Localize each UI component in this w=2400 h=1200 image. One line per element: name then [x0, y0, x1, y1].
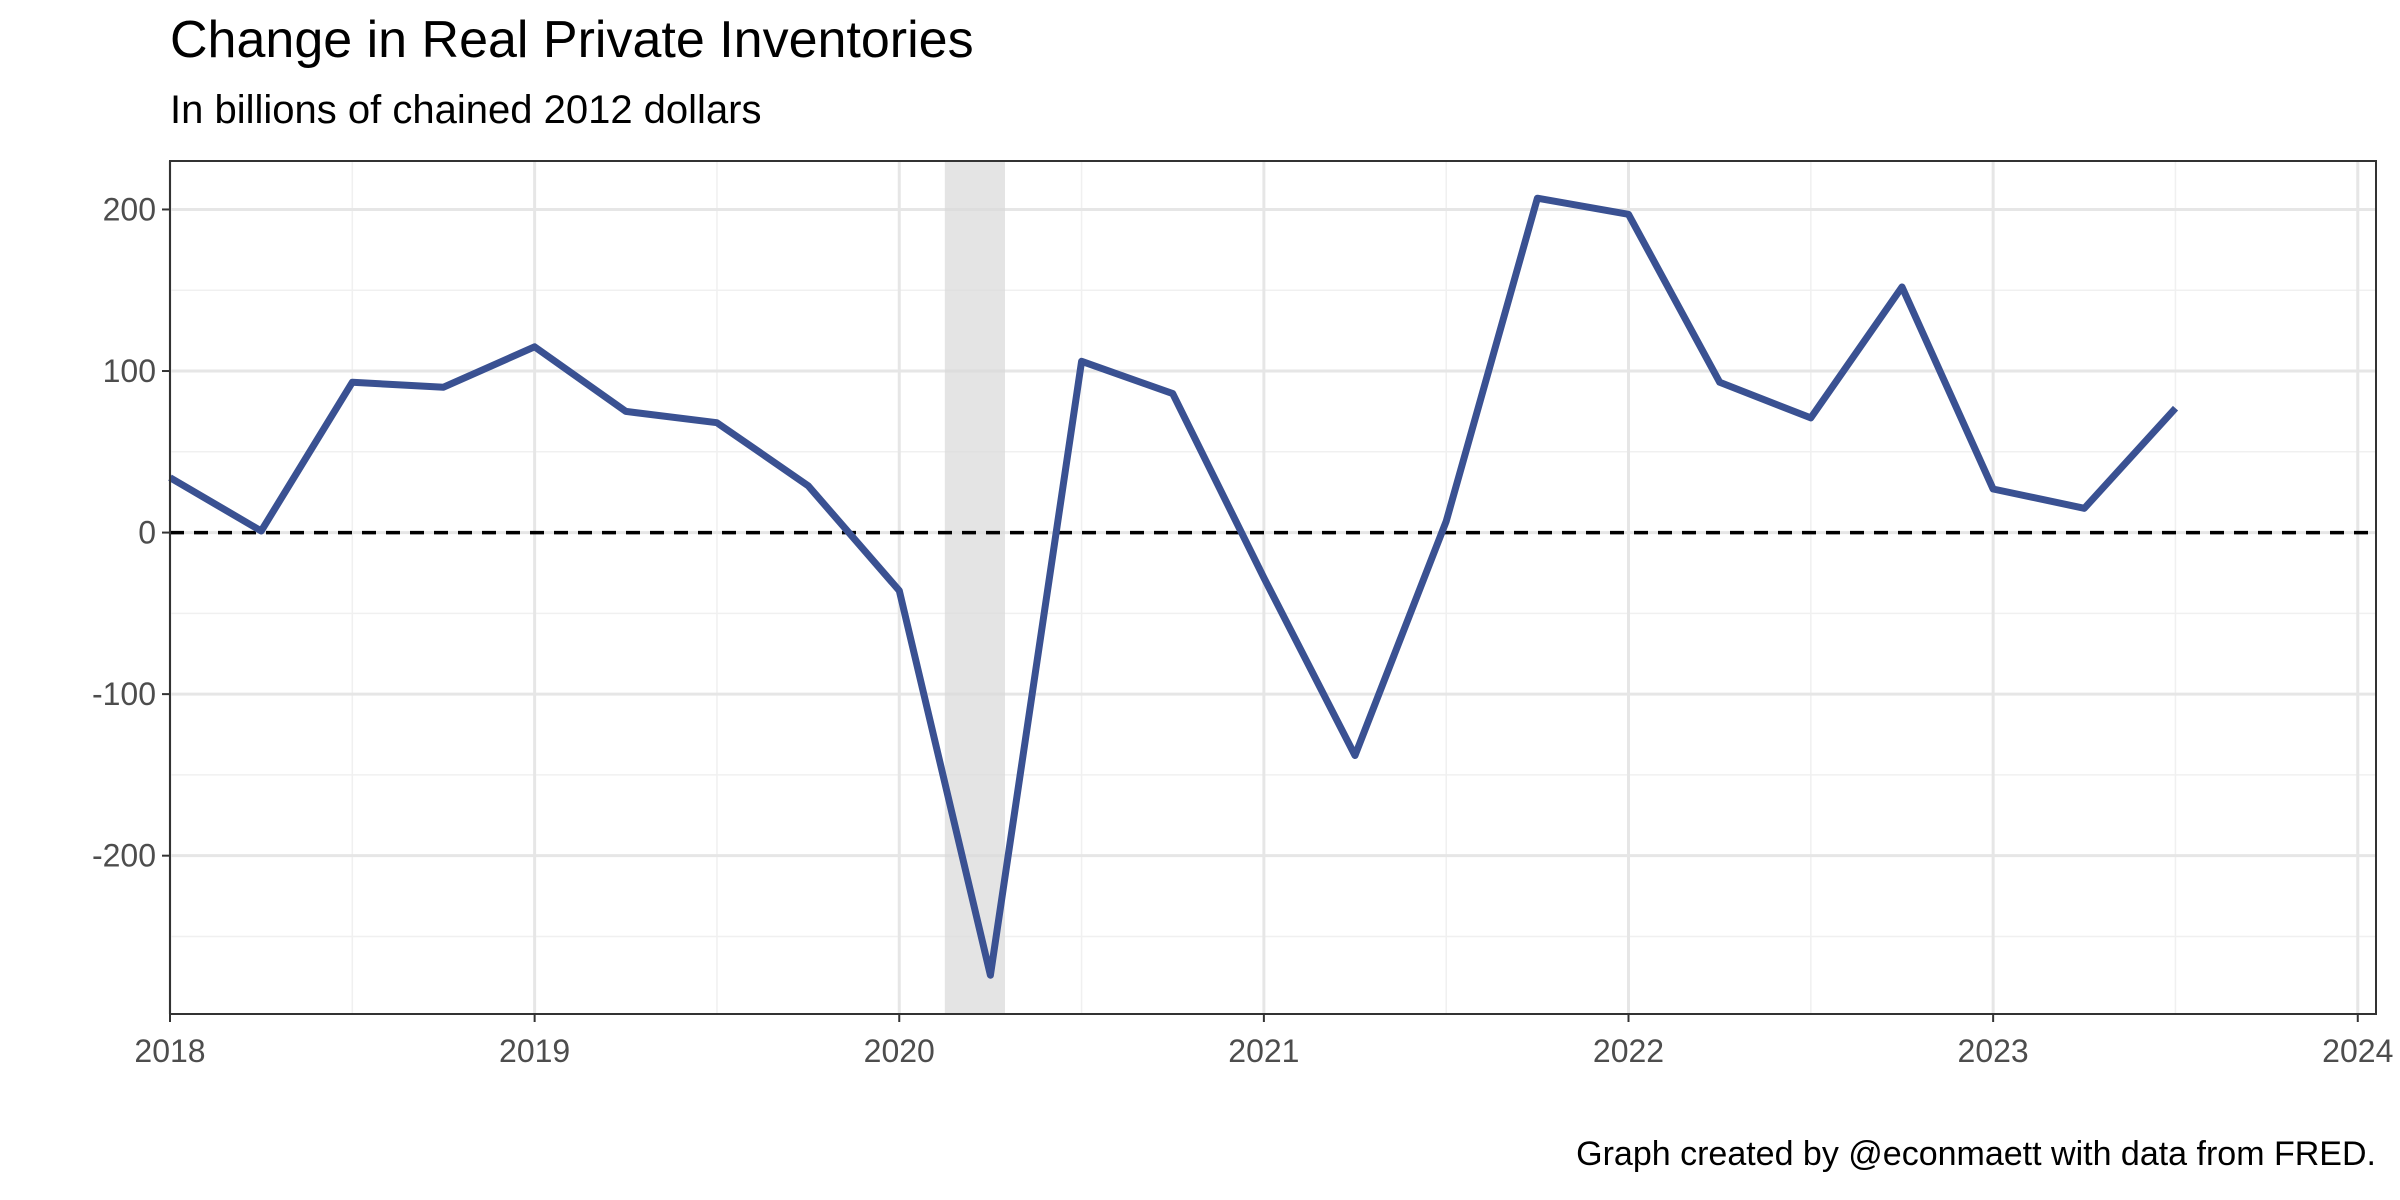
y-tick-label: 200 [103, 191, 156, 227]
y-tick-label: -100 [92, 676, 156, 712]
chart-title: Change in Real Private Inventories [170, 11, 974, 69]
axis-ticks-layer: -200 -100 0 100 200 2018 2019 2020 2021 2022 2023 2… [92, 191, 2393, 1069]
recession-shading [944, 161, 1005, 1014]
chart-subtitle: In billions of chained 2012 dollars [170, 88, 762, 132]
x-tick-label: 2024 [2322, 1033, 2393, 1069]
y-tick-label: 100 [103, 353, 156, 389]
series-line [168, 194, 2179, 979]
x-tick-label: 2022 [1593, 1033, 1664, 1069]
plot-border [169, 160, 2377, 1015]
y-tick-label: -200 [92, 838, 156, 874]
x-tick-label: 2019 [499, 1033, 570, 1069]
recession-shading-layer [944, 161, 1005, 1014]
x-tick-label: 2021 [1228, 1033, 1299, 1069]
y-tick-label: 0 [138, 515, 156, 551]
chart-caption: Graph created by @econmaett with data fr… [1576, 1135, 2376, 1173]
series-layer [168, 194, 2179, 979]
x-tick-label: 2023 [1958, 1033, 2029, 1069]
x-tick-label: 2020 [864, 1033, 935, 1069]
plot-frame-layer [169, 160, 2377, 1015]
x-tick-label: 2018 [134, 1033, 205, 1069]
grid-layer [168, 161, 2376, 1014]
